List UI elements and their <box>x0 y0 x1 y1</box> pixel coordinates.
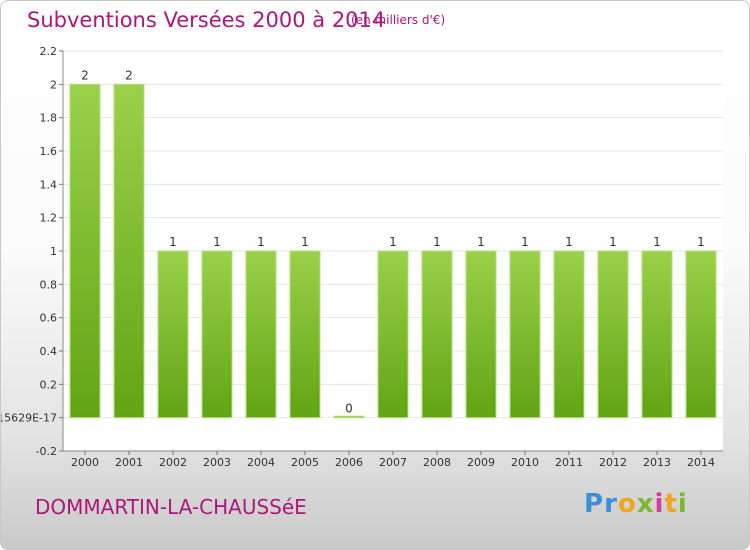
bar-2006 <box>333 415 365 419</box>
x-tick-label: 2006 <box>335 456 363 469</box>
bar-2004 <box>245 250 277 419</box>
logo-letter: i <box>677 489 688 519</box>
data-label: 1 <box>433 235 441 249</box>
x-tick-label: 2000 <box>71 456 99 469</box>
bar-2014 <box>685 250 717 419</box>
bar-2003 <box>201 250 233 419</box>
data-label: 2 <box>125 68 133 82</box>
data-label: 1 <box>609 235 617 249</box>
data-label: 1 <box>521 235 529 249</box>
x-tick-label: 2003 <box>203 456 231 469</box>
bar-2000 <box>69 83 101 419</box>
x-tick-label: 2014 <box>687 456 715 469</box>
bar-2001 <box>113 83 145 419</box>
logo-letter: P <box>584 489 605 519</box>
y-tick-label: 1.8 <box>40 112 58 125</box>
data-label: 1 <box>257 235 265 249</box>
y-tick-label: 1.4 <box>40 178 58 191</box>
bar-2012 <box>597 250 629 419</box>
bar-2013 <box>641 250 673 419</box>
data-label: 1 <box>301 235 309 249</box>
x-tick-label: 2012 <box>599 456 627 469</box>
y-tick-label: 0.6 <box>40 312 58 325</box>
bar-2002 <box>157 250 189 419</box>
commune-name: DOMMARTIN-LA-CHAUSSéE <box>35 495 307 519</box>
data-label: 1 <box>169 235 177 249</box>
y-tick-label: 0.4 <box>40 345 58 358</box>
logo-letter: i <box>654 489 665 519</box>
bar-2009 <box>465 250 497 419</box>
data-label: 1 <box>697 235 705 249</box>
y-tick-label: 2.2 <box>40 45 58 58</box>
bar-2008 <box>421 250 453 419</box>
x-tick-label: 2009 <box>467 456 495 469</box>
logo-letter: o <box>617 489 637 519</box>
bar-2005 <box>289 250 321 419</box>
y-tick-label: 1.2 <box>40 212 58 225</box>
data-label: 1 <box>213 235 221 249</box>
data-label: 0 <box>345 402 353 416</box>
x-tick-label: 2004 <box>247 456 275 469</box>
y-tick-label: 1.6 <box>40 145 58 158</box>
y-tick-label: 1 <box>50 245 57 258</box>
x-tick-label: 2005 <box>291 456 319 469</box>
x-tick-label: 2011 <box>555 456 583 469</box>
bar-2011 <box>553 250 585 419</box>
logo-letter: t <box>664 489 678 519</box>
chart-title: Subventions Versées 2000 à 2014 <box>27 8 386 32</box>
y-tick-label: 2 <box>50 78 57 91</box>
data-label: 1 <box>653 235 661 249</box>
x-tick-label: 2002 <box>159 456 187 469</box>
x-tick-label: 2010 <box>511 456 539 469</box>
x-tick-label: 2007 <box>379 456 407 469</box>
y-tick-label: 0.8 <box>40 278 58 291</box>
x-tick-label: 2013 <box>643 456 671 469</box>
logo-letter: x <box>636 489 655 519</box>
data-label: 1 <box>389 235 397 249</box>
data-label: 1 <box>477 235 485 249</box>
y-tick-label: 0.2 <box>40 378 58 391</box>
data-label: 1 <box>565 235 573 249</box>
x-tick-label: 2001 <box>115 456 143 469</box>
bar-2010 <box>509 250 541 419</box>
proxiti-logo: Proxiti <box>584 489 688 519</box>
unit-note: (en milliers d'€) <box>351 13 446 27</box>
bar-2007 <box>377 250 409 419</box>
logo-letter: r <box>604 489 618 519</box>
data-label: 2 <box>81 68 89 82</box>
x-tick-label: 2008 <box>423 456 451 469</box>
y-tick-label: 15629E-17 <box>1 412 57 425</box>
y-tick-label: -0.2 <box>36 445 57 458</box>
